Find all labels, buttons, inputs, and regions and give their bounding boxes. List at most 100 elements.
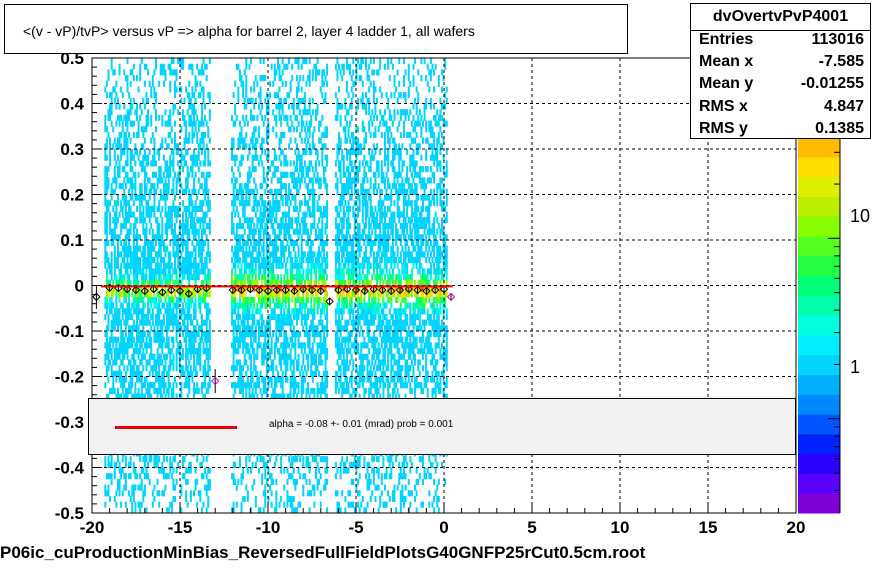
heatmap-cell xyxy=(188,296,191,303)
heatmap-cell xyxy=(318,183,321,190)
heatmap-cell xyxy=(288,302,291,309)
heatmap-cell xyxy=(177,251,180,258)
heatmap-cell xyxy=(107,342,110,349)
heatmap-cell xyxy=(197,262,200,269)
heatmap-cell xyxy=(129,103,132,110)
heatmap-cell xyxy=(269,240,272,247)
heatmap-cell xyxy=(193,114,195,121)
heatmap-cell xyxy=(345,251,348,258)
heatmap-cell xyxy=(257,217,260,224)
heatmap-cell xyxy=(275,319,278,326)
heatmap-cell xyxy=(294,342,297,349)
heatmap-cell xyxy=(123,137,126,144)
heatmap-cell xyxy=(245,342,248,349)
heatmap-cell xyxy=(237,359,240,366)
heatmap-cell xyxy=(107,484,110,491)
heatmap-cell xyxy=(248,331,251,338)
heatmap-cell xyxy=(159,177,162,184)
heatmap-cell xyxy=(352,251,355,258)
heatmap-cell xyxy=(319,296,322,303)
heatmap-cell xyxy=(358,331,361,338)
heatmap-cell xyxy=(174,285,176,292)
heatmap-cell xyxy=(319,262,322,269)
heatmap-cell xyxy=(353,456,356,463)
heatmap-cell xyxy=(321,274,324,281)
heatmap-cell xyxy=(113,274,116,281)
heatmap-cell xyxy=(153,257,156,264)
heatmap-cell xyxy=(158,149,161,156)
heatmap-cell xyxy=(174,484,176,491)
heatmap-cell xyxy=(288,194,291,201)
heatmap-cell xyxy=(310,251,313,258)
heatmap-cell xyxy=(347,262,350,269)
heatmap-cell xyxy=(318,69,321,76)
heatmap-cell xyxy=(324,143,327,150)
heatmap-cell xyxy=(302,387,305,394)
heatmap-cell xyxy=(115,160,118,167)
heatmap-cell xyxy=(112,177,115,184)
heatmap-cell xyxy=(288,296,291,303)
heatmap-cell xyxy=(250,262,253,269)
heatmap-cell xyxy=(139,103,142,110)
heatmap-cell xyxy=(166,279,169,286)
heatmap-cell xyxy=(307,291,310,298)
heatmap-cell xyxy=(243,120,246,127)
heatmap-cell xyxy=(336,319,339,326)
heatmap-cell xyxy=(308,342,311,349)
heatmap-cell xyxy=(350,166,353,173)
heatmap-cell xyxy=(278,109,281,116)
heatmap-cell xyxy=(181,291,184,298)
heatmap-cell xyxy=(155,461,157,468)
heatmap-cell xyxy=(202,97,205,104)
heatmap-cell xyxy=(202,291,205,298)
heatmap-cell xyxy=(188,137,191,144)
heatmap-cell xyxy=(302,166,305,173)
heatmap-cell xyxy=(339,114,342,121)
heatmap-cell xyxy=(200,171,203,178)
heatmap-cell xyxy=(265,342,268,349)
heatmap-cell xyxy=(238,325,241,332)
heatmap-cell xyxy=(295,285,298,292)
heatmap-cell xyxy=(357,319,360,326)
heatmap-cell xyxy=(286,114,289,121)
heatmap-cell xyxy=(261,348,264,355)
heatmap-cell xyxy=(186,467,189,474)
heatmap-cell xyxy=(150,257,153,264)
heatmap-cell xyxy=(237,86,240,93)
heatmap-cell xyxy=(286,490,289,497)
heatmap-cell xyxy=(105,473,108,480)
heatmap-cell xyxy=(137,325,140,332)
heatmap-cell xyxy=(205,171,208,178)
heatmap-cell xyxy=(278,69,281,76)
heatmap-cell xyxy=(284,336,287,343)
heatmap-cell xyxy=(243,97,246,104)
heatmap-cell xyxy=(128,291,131,298)
heatmap-cell xyxy=(358,313,361,321)
heatmap-cell xyxy=(139,234,142,241)
heatmap-cell xyxy=(120,467,123,474)
heatmap-cell xyxy=(204,240,207,247)
heatmap-cell xyxy=(326,211,329,218)
heatmap-cell xyxy=(324,268,327,275)
heatmap-cell xyxy=(196,131,199,139)
heatmap-cell xyxy=(275,200,278,207)
heatmap-cell xyxy=(281,240,284,247)
heatmap-cell xyxy=(142,325,145,332)
heatmap-cell xyxy=(113,325,116,332)
heatmap-cell xyxy=(189,353,192,360)
heatmap-cell xyxy=(147,200,150,207)
heatmap-cell xyxy=(186,262,189,269)
heatmap-cell xyxy=(204,331,207,338)
heatmap-cell xyxy=(155,370,157,377)
heatmap-cell xyxy=(109,302,112,309)
heatmap-cell xyxy=(116,313,119,321)
heatmap-cell xyxy=(339,331,342,338)
heatmap-cell xyxy=(202,319,205,326)
heatmap-cell xyxy=(145,456,148,463)
heatmap-cell xyxy=(284,245,287,252)
heatmap-cell xyxy=(115,92,118,99)
heatmap-cell xyxy=(295,382,298,389)
heatmap-cell xyxy=(339,194,342,201)
heatmap-cell xyxy=(145,63,148,70)
heatmap-cell xyxy=(313,336,316,343)
